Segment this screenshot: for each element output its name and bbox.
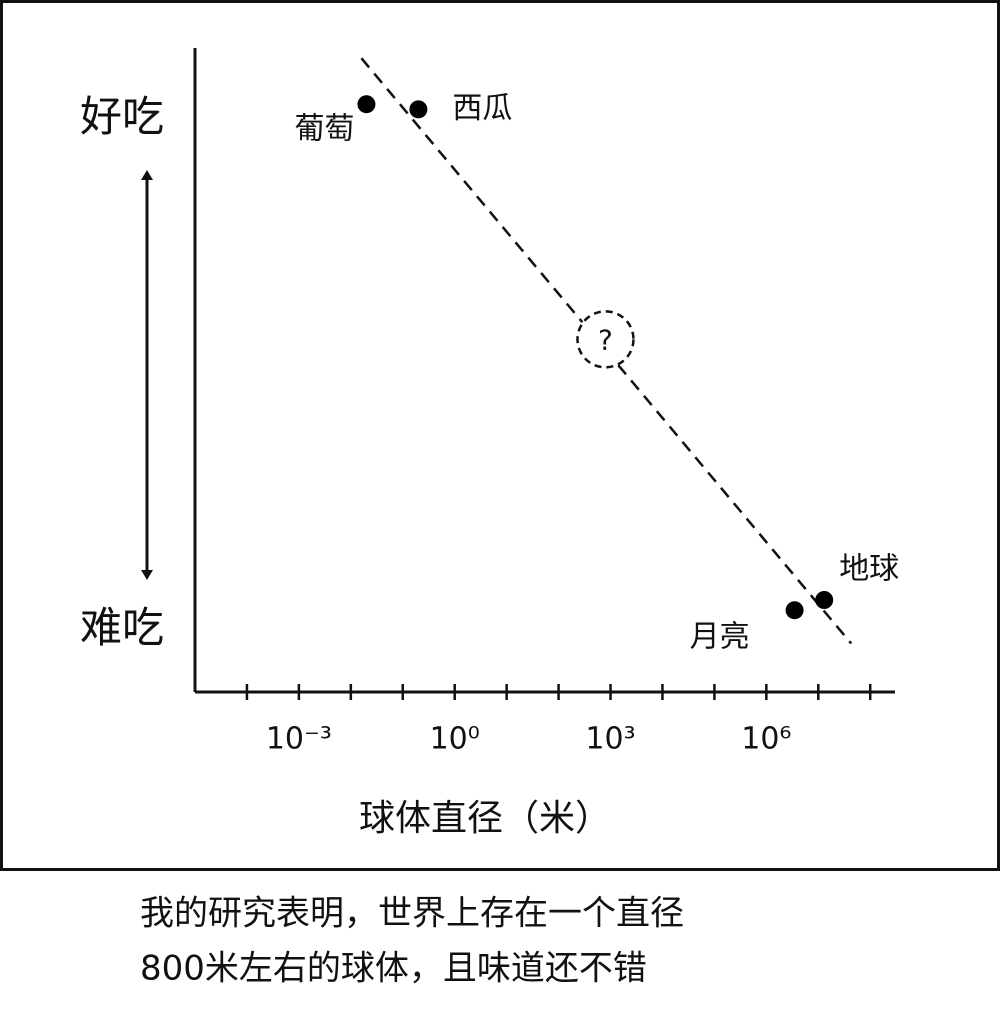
caption: 我的研究表明，世界上存在一个直径 bbox=[140, 894, 684, 934]
point bbox=[815, 591, 834, 609]
point-label: 葡萄 bbox=[294, 112, 354, 147]
point bbox=[357, 95, 376, 114]
x-title: 球体直径（米） bbox=[359, 798, 611, 839]
trend-line bbox=[360, 57, 853, 645]
x-tick-label: 10⁶ bbox=[741, 722, 791, 757]
point-label: 月亮 bbox=[690, 620, 750, 655]
y-tick-label: 好吃 bbox=[80, 92, 164, 141]
y-tick-label: 难吃 bbox=[80, 603, 164, 652]
x-tick-label: 10⁰ bbox=[430, 722, 480, 757]
x-tick-label: 10⁻³ bbox=[266, 722, 332, 757]
point bbox=[409, 100, 428, 119]
frame bbox=[0, 0, 1000, 871]
point bbox=[785, 601, 804, 620]
x-tick-label: 10³ bbox=[585, 722, 635, 757]
point-label: 地球 bbox=[839, 552, 899, 587]
annotation-text: ? bbox=[598, 323, 613, 356]
point-label: 西瓜 bbox=[452, 91, 512, 126]
caption: 800米左右的球体，且味道还不错 bbox=[140, 949, 647, 989]
annotation-circle bbox=[576, 310, 635, 369]
